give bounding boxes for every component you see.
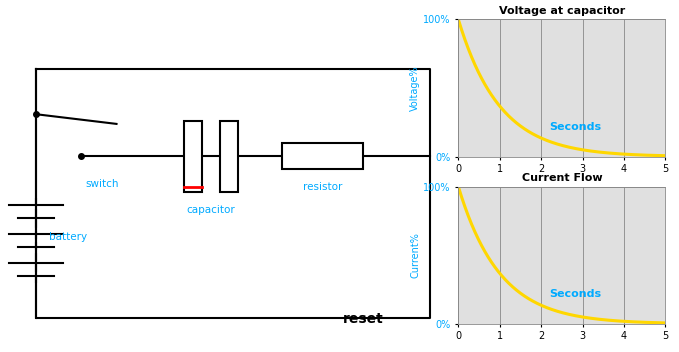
Title: Voltage at capacitor: Voltage at capacitor — [499, 6, 625, 16]
Y-axis label: Current%: Current% — [410, 232, 420, 278]
Text: capacitor: capacitor — [186, 205, 235, 215]
Bar — [282, 143, 363, 169]
Bar — [219, 121, 238, 192]
Text: battery: battery — [50, 232, 88, 242]
Text: resistor: resistor — [303, 182, 342, 192]
Title: Current Flow: Current Flow — [521, 173, 602, 183]
Text: Seconds: Seconds — [549, 289, 602, 299]
Y-axis label: Voltage%: Voltage% — [410, 65, 420, 111]
Text: Seconds: Seconds — [549, 122, 602, 132]
Bar — [184, 121, 202, 192]
Text: reset: reset — [343, 312, 384, 326]
Text: switch: switch — [85, 179, 119, 189]
